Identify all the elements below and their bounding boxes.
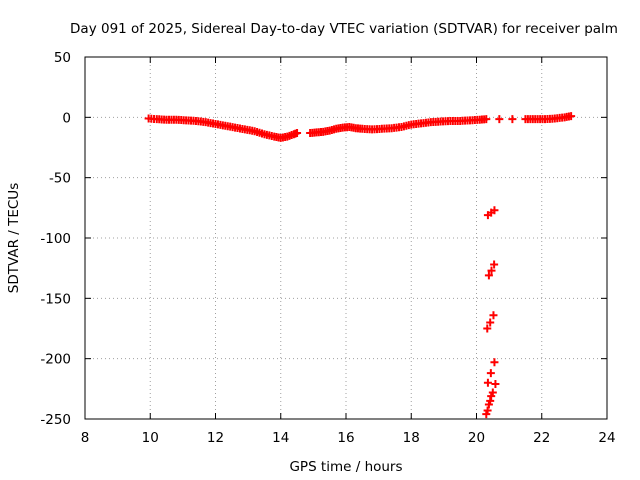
y-tick-label: -100: [40, 231, 71, 247]
data-point: [489, 311, 498, 320]
data-point: [323, 127, 332, 136]
y-axis-label: SDTVAR / TECUs: [6, 183, 22, 293]
y-tick-label: -50: [49, 171, 71, 187]
data-point: [484, 271, 493, 280]
data-point: [281, 133, 290, 142]
data-point: [491, 380, 500, 389]
data-point: [287, 131, 296, 140]
x-tick-label: 24: [598, 430, 615, 446]
data-point: [291, 129, 300, 138]
x-axis-label: GPS time / hours: [289, 459, 402, 475]
data-point: [257, 129, 266, 138]
x-tick-label: 8: [81, 430, 90, 446]
y-tick-label: -250: [40, 412, 71, 428]
data-points: [144, 112, 576, 419]
data-point: [267, 132, 276, 141]
y-tick-label: 50: [54, 50, 71, 66]
data-point: [490, 206, 499, 215]
y-tick-label: -200: [40, 352, 71, 368]
x-tick-label: 18: [403, 430, 420, 446]
x-tick-label: 12: [207, 430, 224, 446]
axis-ticks: 8 10 12 14 16 18 20 22 24 -250 -200 -150 -100 -50 0 50: [40, 50, 615, 446]
grid-lines: [84, 56, 608, 420]
data-point: [490, 260, 499, 269]
x-tick-label: 10: [142, 430, 159, 446]
data-point: [482, 410, 491, 419]
data-point: [248, 126, 257, 135]
data-point: [490, 358, 499, 367]
x-tick-label: 16: [337, 430, 354, 446]
data-point: [564, 112, 573, 121]
data-point: [487, 392, 496, 401]
data-point: [495, 115, 504, 124]
data-point: [508, 115, 517, 124]
data-point: [330, 125, 339, 134]
y-tick-label: -150: [40, 291, 71, 307]
chart-title: Day 091 of 2025, Sidereal Day-to-day VTE…: [70, 21, 618, 37]
x-tick-label: 20: [468, 430, 485, 446]
data-point: [487, 266, 496, 275]
data-point: [483, 324, 492, 333]
data-point: [480, 115, 489, 124]
x-tick-label: 22: [533, 430, 550, 446]
data-point: [483, 378, 492, 387]
data-point: [486, 318, 495, 327]
data-point: [486, 369, 495, 378]
x-tick-label: 14: [272, 430, 289, 446]
y-tick-label: 0: [62, 110, 71, 126]
data-point: [484, 400, 493, 409]
